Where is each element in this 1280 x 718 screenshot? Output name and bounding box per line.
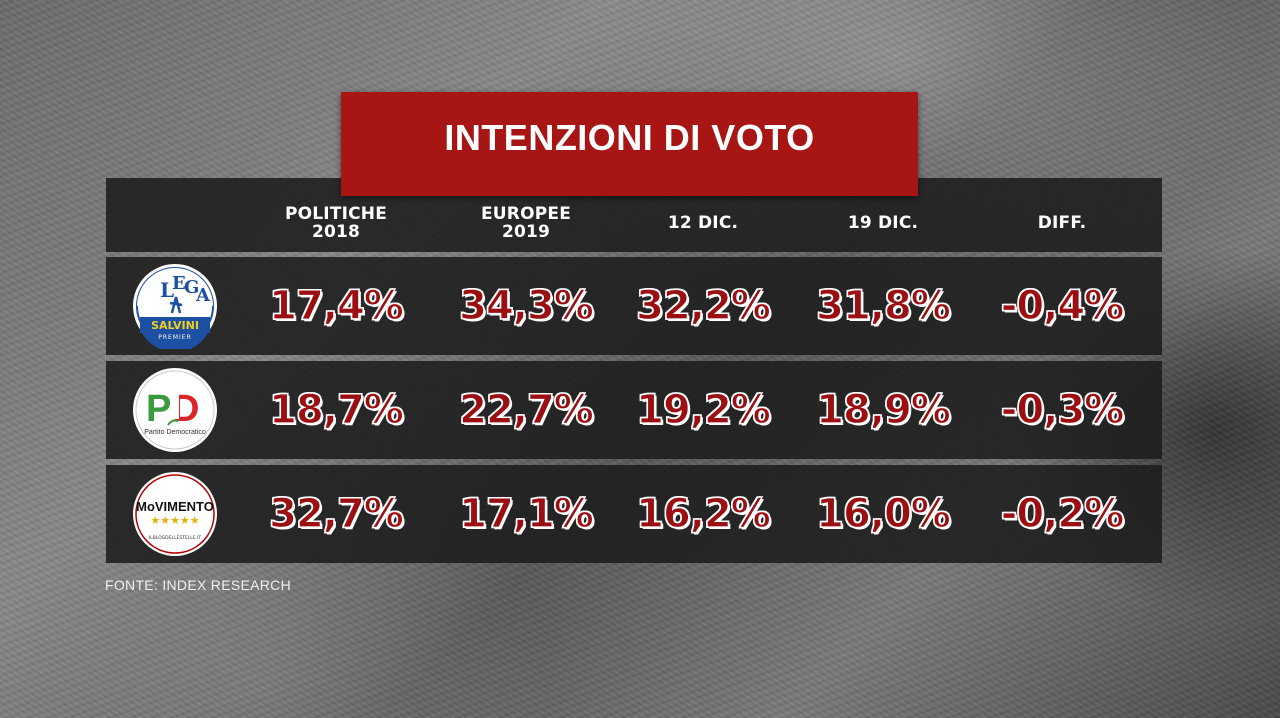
svg-text:A: A bbox=[195, 285, 211, 306]
column-header-line: EUROPEE bbox=[480, 204, 572, 224]
value-19-dic: 16,0% bbox=[816, 490, 952, 537]
value-19-dic: 18,9% bbox=[816, 386, 952, 433]
value-12-dic: 16,2% bbox=[636, 490, 772, 537]
column-header-19-dic: 19 DIC. bbox=[793, 214, 973, 232]
column-header-line: DIFF. bbox=[1037, 213, 1087, 233]
value-19-dic: 31,8% bbox=[816, 282, 952, 329]
svg-text:★★★★★: ★★★★★ bbox=[150, 514, 199, 527]
svg-text:L: L bbox=[160, 278, 174, 302]
title-banner: INTENZIONI DI VOTO bbox=[341, 92, 918, 196]
column-header-diff: DIFF. bbox=[972, 214, 1152, 232]
column-header-europee-2019: EUROPEE 2019 bbox=[436, 205, 616, 241]
lega-salvini-logo: L E G A SALVINI PREMIER bbox=[133, 264, 217, 349]
column-header-line: 2019 bbox=[501, 222, 551, 242]
svg-text:SALVINI: SALVINI bbox=[151, 319, 199, 332]
value-12-dic: 19,2% bbox=[636, 386, 772, 433]
column-header-line: 19 DIC. bbox=[847, 213, 919, 233]
poll-table: POLITICHE 2018 EUROPEE 2019 12 DIC. 19 D… bbox=[106, 178, 1162, 569]
value-12-dic: 32,2% bbox=[636, 282, 772, 329]
chart-title: INTENZIONI DI VOTO bbox=[444, 117, 815, 158]
column-header-line: 2018 bbox=[311, 222, 361, 242]
svg-text:ILBLOGDELLESTELLE.IT: ILBLOGDELLESTELLE.IT bbox=[149, 535, 202, 541]
value-politiche-2018: 18,7% bbox=[269, 386, 405, 433]
svg-text:E: E bbox=[172, 273, 186, 294]
svg-text:Partito Democratico: Partito Democratico bbox=[144, 429, 206, 436]
column-header-12-dic: 12 DIC. bbox=[613, 214, 793, 232]
value-politiche-2018: 32,7% bbox=[269, 490, 405, 537]
column-header-politiche-2018: POLITICHE 2018 bbox=[246, 205, 426, 241]
table-row-lega: L E G A SALVINI PREMIER 17,4% 34,3% 32,2… bbox=[106, 257, 1162, 355]
partito-democratico-logo: P D Partito Democratico bbox=[133, 368, 217, 452]
column-header-line: POLITICHE bbox=[284, 204, 388, 224]
table-row-pd: P D Partito Democratico 18,7% 22,7% 19,2… bbox=[106, 361, 1162, 459]
svg-text:G: G bbox=[184, 277, 199, 298]
value-diff: -0,4% bbox=[1000, 282, 1125, 329]
svg-text:MoVIMENTO: MoVIMENTO bbox=[136, 499, 214, 514]
value-diff: -0,3% bbox=[1000, 386, 1125, 433]
source-note: FONTE: INDEX RESEARCH bbox=[105, 577, 291, 593]
value-diff: -0,2% bbox=[1000, 490, 1125, 537]
svg-text:P: P bbox=[146, 388, 171, 430]
value-europee-2019: 17,1% bbox=[459, 490, 595, 537]
value-europee-2019: 34,3% bbox=[459, 282, 595, 329]
column-header-line: 12 DIC. bbox=[667, 213, 739, 233]
movimento-5-stelle-logo: MoVIMENTO ★★★★★ ILBLOGDELLESTELLE.IT bbox=[133, 472, 217, 556]
value-europee-2019: 22,7% bbox=[459, 386, 595, 433]
table-row-m5s: MoVIMENTO ★★★★★ ILBLOGDELLESTELLE.IT 32,… bbox=[106, 465, 1162, 563]
svg-text:PREMIER: PREMIER bbox=[158, 334, 191, 341]
value-politiche-2018: 17,4% bbox=[269, 282, 405, 329]
